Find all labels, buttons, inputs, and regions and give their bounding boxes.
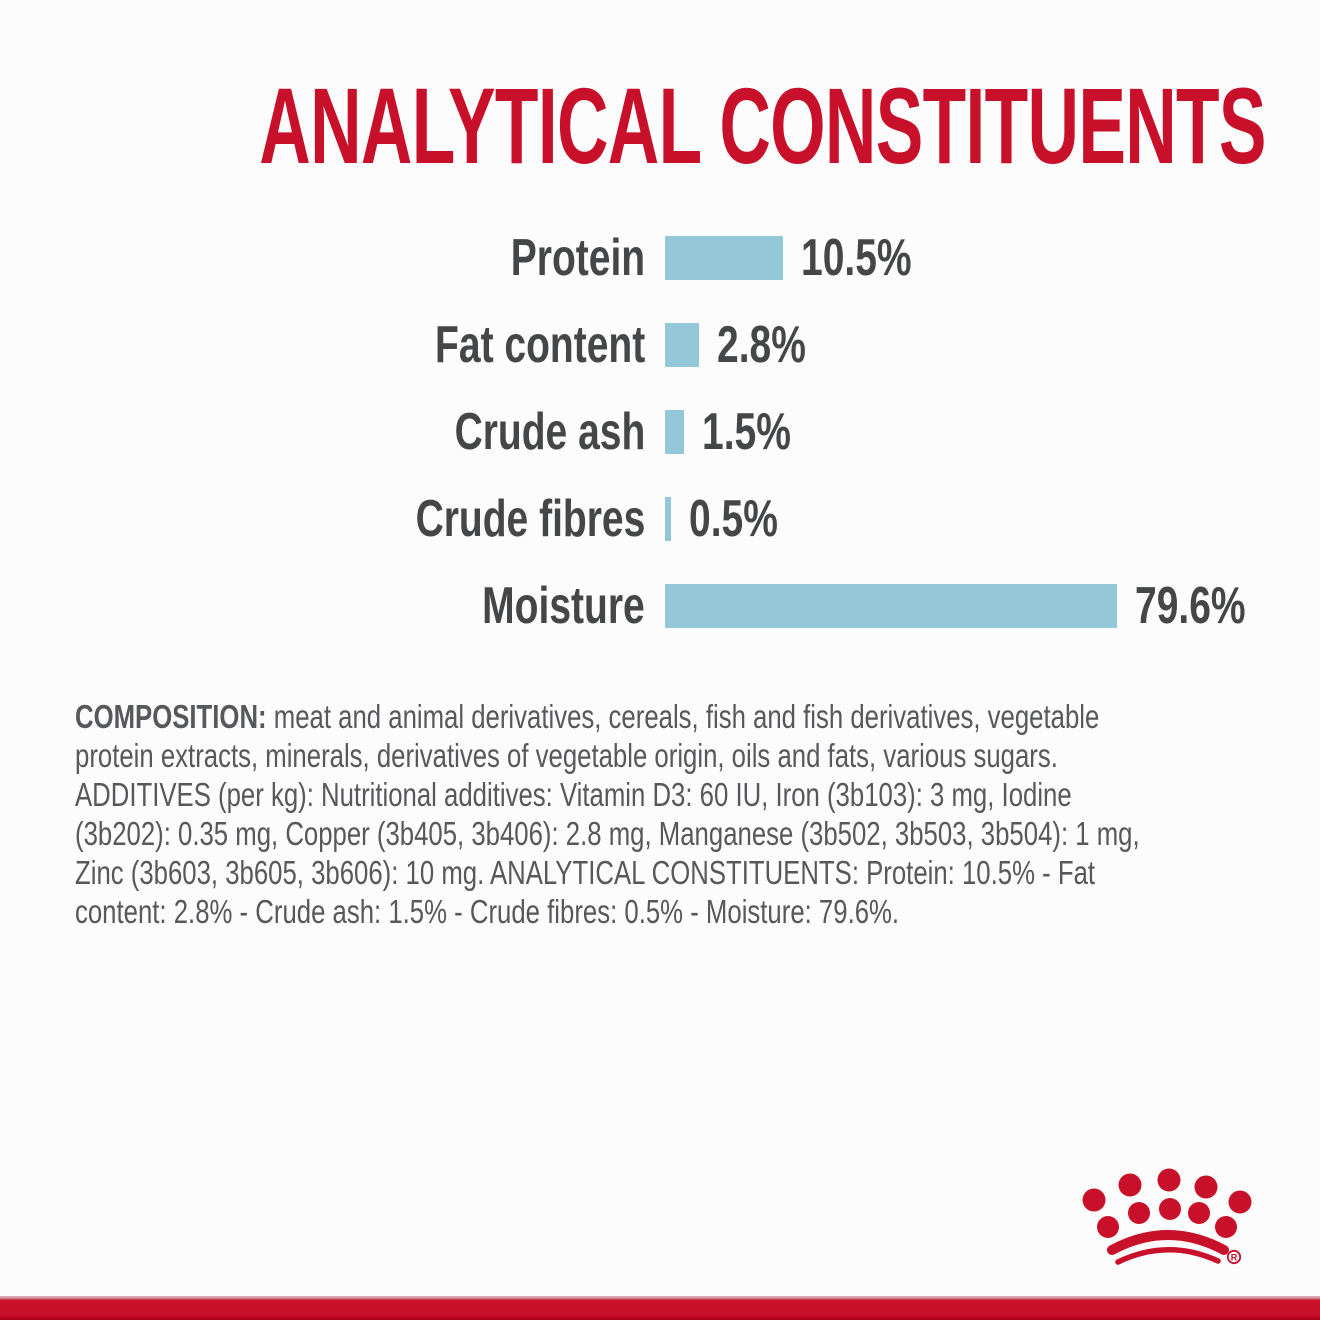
composition-line: COMPOSITION: meat and animal derivatives… <box>75 697 1099 736</box>
chart-row: Fat content 2.8% <box>0 301 1320 388</box>
composition-line-text: protein extracts, minerals, derivatives … <box>75 737 1058 774</box>
row-bar <box>665 496 671 541</box>
royal-canin-crown-icon: R <box>1082 1168 1252 1265</box>
composition-line: Zinc (3b603, 3b605, 3b606): 10 mg. ANALY… <box>75 853 1095 892</box>
composition-line-text: meat and animal derivatives, cereals, fi… <box>266 698 1100 735</box>
page-title-text: ANALYTICAL CONSTITUENTS <box>259 65 1266 186</box>
registered-trademark: R <box>1226 1249 1242 1265</box>
chart-row: Crude fibres 0.5% <box>0 475 1320 562</box>
row-value: 0.5% <box>689 489 778 548</box>
row-value: 79.6% <box>1135 576 1246 635</box>
composition-line: ADDITIVES (per kg): Nutritional additive… <box>75 775 1072 814</box>
row-value: 1.5% <box>702 402 791 461</box>
composition-text: COMPOSITION: meat and animal derivatives… <box>75 697 1320 931</box>
chart-row: Moisture 79.6% <box>0 562 1320 649</box>
row-label: Crude ash <box>454 402 645 461</box>
row-label: Protein <box>510 228 645 287</box>
composition-line: content: 2.8% - Crude ash: 1.5% - Crude … <box>75 892 1046 931</box>
composition-line: (3b202): 0.35 mg, Copper (3b405, 3b406):… <box>75 814 1140 853</box>
row-label: Moisture <box>482 576 645 635</box>
row-bar <box>665 235 783 280</box>
crown-pearls <box>1082 1168 1252 1238</box>
row-bar <box>665 583 1117 628</box>
row-value: 10.5% <box>801 228 912 287</box>
composition-line-text: Zinc (3b603, 3b605, 3b606): 10 mg. ANALY… <box>75 854 1096 891</box>
composition-bold-label: COMPOSITION: <box>75 698 267 735</box>
row-label: Crude fibres <box>415 489 645 548</box>
constituents-chart: Protein 10.5% Fat content 2.8% Crude ash… <box>0 214 1320 649</box>
svg-text:R: R <box>1231 1252 1238 1262</box>
row-label: Fat content <box>434 315 645 374</box>
row-bar <box>665 322 699 367</box>
composition-line-text: (3b202): 0.35 mg, Copper (3b405, 3b406):… <box>75 815 1140 852</box>
row-bar <box>665 409 684 454</box>
row-value: 2.8% <box>717 315 806 374</box>
bottom-red-band <box>0 1296 1320 1320</box>
composition-line-text: ADDITIVES (per kg): Nutritional additive… <box>75 776 1072 813</box>
composition-line-text: content: 2.8% - Crude ash: 1.5% - Crude … <box>75 893 900 930</box>
crown-band <box>1107 1230 1229 1265</box>
chart-row: Crude ash 1.5% <box>0 388 1320 475</box>
page-title: ANALYTICAL CONSTITUENTS <box>0 72 1320 180</box>
chart-row: Protein 10.5% <box>0 214 1320 301</box>
composition-line: protein extracts, minerals, derivatives … <box>75 736 1058 775</box>
